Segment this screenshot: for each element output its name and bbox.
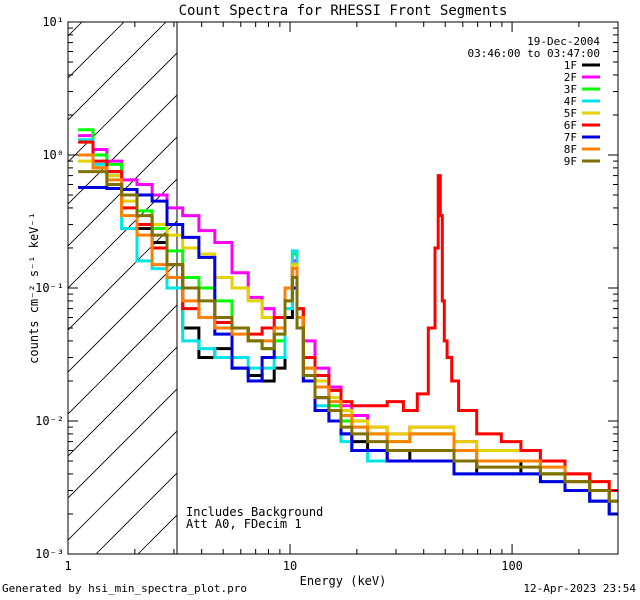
series-9f-line <box>78 170 618 503</box>
y-tick-label: 10⁰ <box>42 148 64 162</box>
y-tick-label: 10¹ <box>42 15 64 29</box>
footer-timestamp: 12-Apr-2023 23:54 <box>523 582 636 595</box>
legend-label-9f: 9F <box>564 155 577 168</box>
hatch-line <box>68 178 177 289</box>
legend-label-3f: 3F <box>564 83 577 96</box>
hatch-line <box>68 22 125 79</box>
legend-label-1f: 1F <box>564 59 577 72</box>
hatch-line <box>68 304 177 415</box>
y-tick-label: 10⁻¹ <box>35 281 64 295</box>
hatch-line <box>68 220 177 331</box>
hatch-line <box>68 262 177 373</box>
annotation-background: Includes Background <box>186 505 323 519</box>
x-axis-label: Energy (keV) <box>300 574 387 588</box>
x-tick-label: 10 <box>283 559 297 573</box>
date-label: 19-Dec-2004 <box>527 35 600 48</box>
legend-label-4f: 4F <box>564 95 577 108</box>
legend-label-2f: 2F <box>564 71 577 84</box>
y-axis-label: counts cm⁻² s⁻¹ keV⁻¹ <box>27 212 41 364</box>
y-tick-label: 10⁻³ <box>35 547 64 561</box>
legend-label-8f: 8F <box>564 143 577 156</box>
hatch-line <box>68 388 177 499</box>
hatch-line <box>68 94 177 205</box>
legend-label-5f: 5F <box>564 107 577 120</box>
hatch-line <box>68 52 177 163</box>
series-group <box>78 128 618 516</box>
background-hatch-region <box>68 22 177 554</box>
annotation-attenuator: Att A0, FDecim 1 <box>186 517 302 531</box>
legend-label-6f: 6F <box>564 119 577 132</box>
legend-label-7f: 7F <box>564 131 577 144</box>
axes-group: 1 10 100 10⁻³ 10⁻² 10⁻¹ 10⁰ 10¹ <box>35 15 619 573</box>
time-range-label: 03:46:00 to 03:47:00 <box>468 47 600 60</box>
footer-generated-by: Generated by hsi_min_spectra_plot.pro <box>2 582 248 595</box>
x-tick-label: 1 <box>64 559 71 573</box>
x-tick-label: 100 <box>501 559 523 573</box>
y-tick-label: 10⁻² <box>35 414 64 428</box>
hatch-line <box>68 430 177 541</box>
chart-title: Count Spectra for RHESSI Front Segments <box>179 3 508 19</box>
hatch-line <box>68 22 167 121</box>
series-8f-line <box>78 153 618 503</box>
